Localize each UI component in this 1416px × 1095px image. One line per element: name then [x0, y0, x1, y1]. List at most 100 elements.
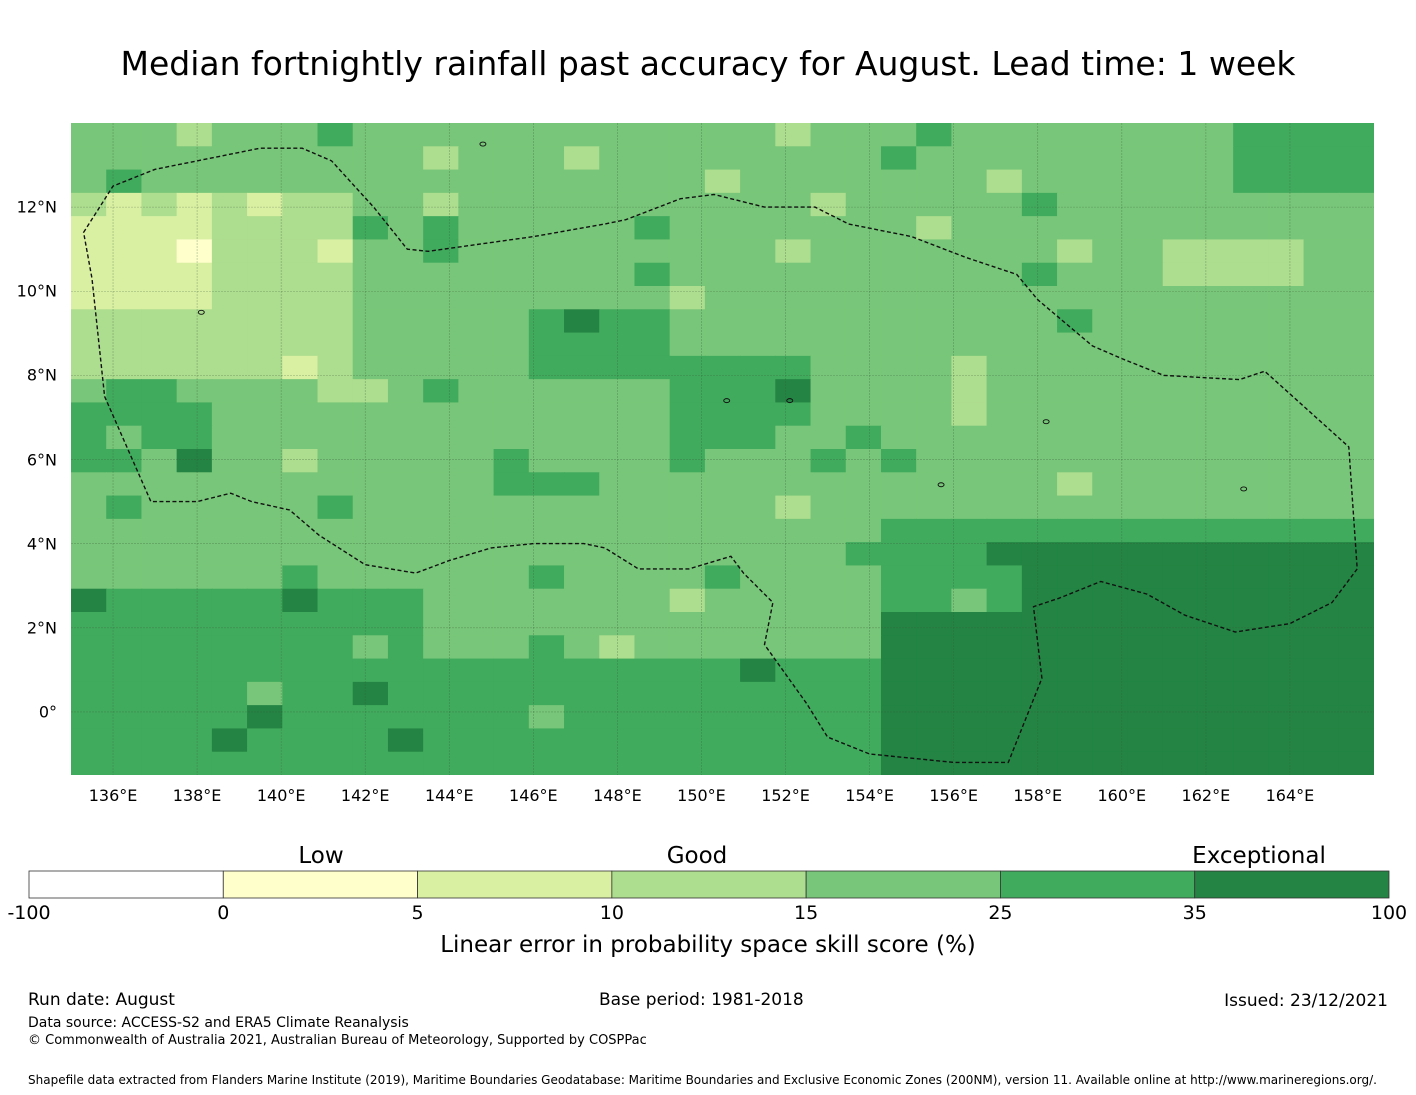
- grid-cell: [317, 681, 354, 706]
- grid-cell: [1057, 565, 1093, 590]
- grid-cell: [986, 635, 1023, 660]
- grid-cell: [493, 751, 530, 775]
- grid-cell: [880, 262, 917, 287]
- grid-cell: [880, 472, 917, 497]
- grid-cell: [423, 332, 459, 357]
- grid-cell: [1268, 216, 1305, 241]
- grid-cell: [564, 495, 600, 520]
- grid-cell: [1233, 472, 1269, 497]
- grid-cell: [458, 588, 495, 613]
- grid-cell: [704, 262, 741, 287]
- grid-cell: [810, 239, 847, 264]
- grid-cell: [141, 635, 178, 660]
- grid-cell: [564, 449, 600, 473]
- grid-cell: [704, 705, 741, 730]
- colorbar-segment: [805, 870, 1001, 899]
- grid-cell: [1092, 286, 1129, 310]
- grid-cell: [1057, 612, 1093, 636]
- grid-cell: [845, 425, 882, 450]
- grid-cell: [1338, 449, 1374, 473]
- grid-cell: [1233, 379, 1269, 404]
- grid-cell: [599, 309, 636, 334]
- grid-cell: [669, 449, 706, 473]
- grid-cell: [106, 425, 143, 450]
- grid-cell: [528, 355, 565, 380]
- grid-cell: [810, 286, 847, 310]
- grid-cell: [1057, 262, 1093, 287]
- grid-cell: [141, 449, 178, 473]
- grid-cell: [599, 262, 636, 287]
- grid-cell: [317, 449, 354, 473]
- grid-cell: [951, 449, 988, 473]
- grid-cell: [387, 565, 424, 590]
- grid-cell: [106, 588, 143, 613]
- grid-cell: [1127, 495, 1164, 520]
- grid-cell: [880, 751, 917, 775]
- grid-cell: [1197, 309, 1234, 334]
- grid-cell: [951, 286, 988, 310]
- grid-cell: [493, 379, 530, 404]
- grid-cell: [564, 169, 600, 194]
- grid-cell: [740, 262, 776, 287]
- grid-cell: [247, 658, 283, 683]
- grid-cell: [1197, 169, 1234, 194]
- grid-cell: [282, 728, 319, 753]
- grid-cell: [916, 169, 953, 194]
- grid-cell: [247, 146, 283, 171]
- grid-cell: [1233, 495, 1269, 520]
- grid-cell: [387, 402, 424, 427]
- grid-cell: [317, 751, 354, 775]
- grid-cell: [423, 192, 459, 217]
- grid-cell: [951, 239, 988, 264]
- grid-cell: [704, 309, 741, 334]
- grid-cell: [669, 146, 706, 171]
- grid-cell: [71, 751, 107, 775]
- grid-cell: [1303, 518, 1340, 543]
- grid-cell: [1057, 635, 1093, 660]
- grid-cell: [1057, 239, 1093, 264]
- grid-cell: [1303, 169, 1340, 194]
- grid-cell: [423, 565, 459, 590]
- grid-cell: [282, 425, 319, 450]
- grid-cell: [1092, 169, 1129, 194]
- grid-cell: [211, 472, 248, 497]
- grid-cell: [986, 518, 1023, 543]
- grid-cell: [916, 751, 953, 775]
- grid-cell: [247, 123, 283, 147]
- grid-cell: [317, 588, 354, 613]
- grid-cell: [176, 542, 213, 567]
- grid-cell: [1197, 635, 1234, 660]
- grid-cell: [1021, 658, 1058, 683]
- grid-cell: [669, 262, 706, 287]
- grid-cell: [951, 518, 988, 543]
- grid-cell: [916, 379, 953, 404]
- grid-cell: [387, 309, 424, 334]
- grid-cell: [458, 495, 495, 520]
- grid-cell: [1268, 169, 1305, 194]
- grid-cell: [71, 239, 107, 264]
- grid-cell: [1127, 518, 1164, 543]
- issued-date: Issued: 23/12/2021: [1224, 991, 1388, 1011]
- grid-cell: [845, 309, 882, 334]
- grid-cell: [1268, 681, 1305, 706]
- grid-cell: [1268, 751, 1305, 775]
- grid-cell: [176, 169, 213, 194]
- grid-cell: [1268, 355, 1305, 380]
- grid-cell: [1092, 472, 1129, 497]
- grid-cell: [916, 449, 953, 473]
- grid-cell: [211, 192, 248, 217]
- grid-cell: [599, 681, 636, 706]
- grid-cell: [528, 565, 565, 590]
- grid-cell: [564, 751, 600, 775]
- longitude-label: 148°E: [593, 786, 642, 805]
- grid-cell: [423, 751, 459, 775]
- longitude-label: 138°E: [172, 786, 222, 805]
- grid-cell: [810, 262, 847, 287]
- grid-cell: [669, 542, 706, 567]
- grid-cell: [528, 635, 565, 660]
- grid-cell: [176, 449, 213, 473]
- grid-cell: [1162, 588, 1199, 613]
- grid-cell: [528, 449, 565, 473]
- grid-cell: [1057, 123, 1093, 147]
- grid-cell: [176, 588, 213, 613]
